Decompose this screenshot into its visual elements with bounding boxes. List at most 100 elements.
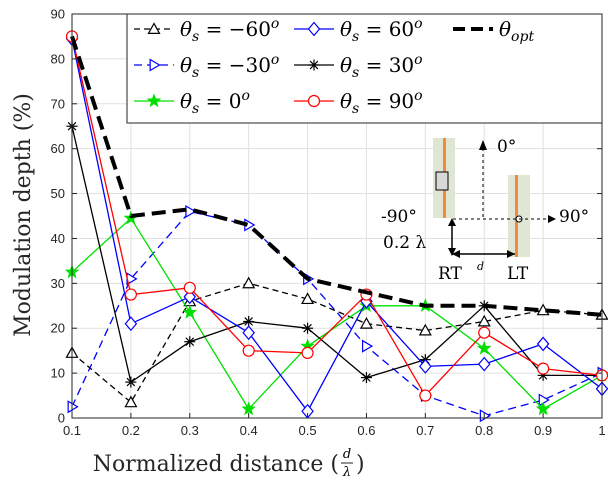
y-tick-label: 20 [51,321,65,336]
data-point [124,288,137,301]
legend-label: θs = 0o [180,88,250,117]
data-point [476,340,492,355]
data-point [479,409,491,423]
series-line [71,126,602,383]
up-arrow-head [479,140,487,150]
data-point [243,315,255,327]
x-tick-label: 0.4 [240,423,258,438]
legend-box [126,13,603,124]
height-label: 0.2 λ [383,233,426,253]
data-point [146,93,162,108]
series-0 [65,276,608,408]
data-point [301,346,314,360]
series-line [71,38,603,412]
series-6 [70,35,603,317]
legend-entry-0: θs = −60o [134,16,279,45]
data-point [477,314,491,327]
distance-arrow-right [507,250,515,258]
data-point [124,316,138,332]
series-line [71,210,603,417]
x-axis-label-fraction: d λ [341,447,353,480]
data-point [419,389,432,402]
legend-entry-2: θs = 0o [134,88,250,117]
svg-text:λ: λ [342,465,351,480]
distance-arrow-left [452,250,460,258]
data-point [418,323,432,336]
data-point [359,316,373,329]
axis-labels: Normalized distance ( d λ ) Modulation d… [11,93,365,480]
y-tick-label: 90 [51,7,65,22]
data-point [241,401,256,416]
data-point [124,395,138,408]
data-point [307,21,321,37]
data-point [307,94,321,108]
data-point [125,376,137,388]
data-point [477,356,491,372]
height-arrow-bottom [448,248,456,256]
rt-label: RT [438,264,463,284]
x-tick-label: 0.8 [475,423,493,438]
y-tick-label: 40 [51,231,65,246]
x-tick-label: 0.5 [299,423,317,438]
data-point [308,59,320,71]
data-point [183,281,196,294]
y-tick-label: 60 [51,141,65,156]
y-tick-label: 30 [51,276,65,291]
data-point [419,358,432,374]
x-tick-label: 0.7 [416,423,434,438]
data-point [182,304,198,319]
data-point [242,276,256,289]
data-point [361,339,374,353]
svg-text:d: d [343,447,351,462]
data-point [67,400,79,414]
y-axis-label: Modulation depth (%) [11,93,36,337]
legend-entry-3: θs = 60o [294,16,423,45]
y-tick-label: 70 [51,96,65,111]
x-tick-label: 0.9 [534,423,552,438]
data-point [538,393,550,407]
data-point [478,326,491,339]
x-tick-label: 1 [598,423,605,438]
legend-entry-6: θopt [453,17,534,45]
x-tick-label: 0.6 [357,423,375,438]
y-tick-label: 50 [51,186,65,201]
data-point [147,22,161,35]
inset-diagram: 0° -90° 90° 0.2 λ d RT LT [381,137,589,284]
right-arrow-head [548,215,556,223]
series-line [71,282,603,403]
data-point [242,325,255,341]
legend-entry-5: θs = 90o [294,88,423,117]
data-point [360,372,372,384]
angle-left-label: -90° [381,207,417,227]
data-point [302,322,314,334]
x-tick-label: 0.2 [122,423,140,438]
legend-label: θs = −60o [180,16,279,45]
data-point [536,336,550,352]
angle-top-label: 0° [497,137,516,157]
data-point [184,336,196,348]
series-line [71,217,603,410]
data-point [301,292,315,305]
series-line [71,36,603,397]
x-axis-label: Normalized distance ( [93,452,339,477]
series-5 [65,30,608,402]
data-point [242,344,255,357]
height-arrow-top [448,218,456,226]
legend-label: θs = 60o [340,16,423,45]
data-point [537,362,550,375]
x-axis-label-close: ) [356,452,365,477]
data-point [183,289,197,305]
data-point [535,401,551,416]
lt-label: LT [507,264,529,284]
series-line [70,35,603,317]
legend-entry-1: θs = −30o [134,52,279,81]
data-point [149,58,161,72]
y-tick-label: 0 [58,411,65,426]
legend: θs = −60o θs = −30o θs = 0o θs = 60o θs = 30… [126,13,603,124]
x-tick-label: 0.3 [181,423,199,438]
lt-antenna-strip [515,175,518,257]
legend-label: θs = 90o [340,88,423,117]
legend-label: θs = 30o [340,52,423,81]
rt-feed-port [435,171,449,191]
